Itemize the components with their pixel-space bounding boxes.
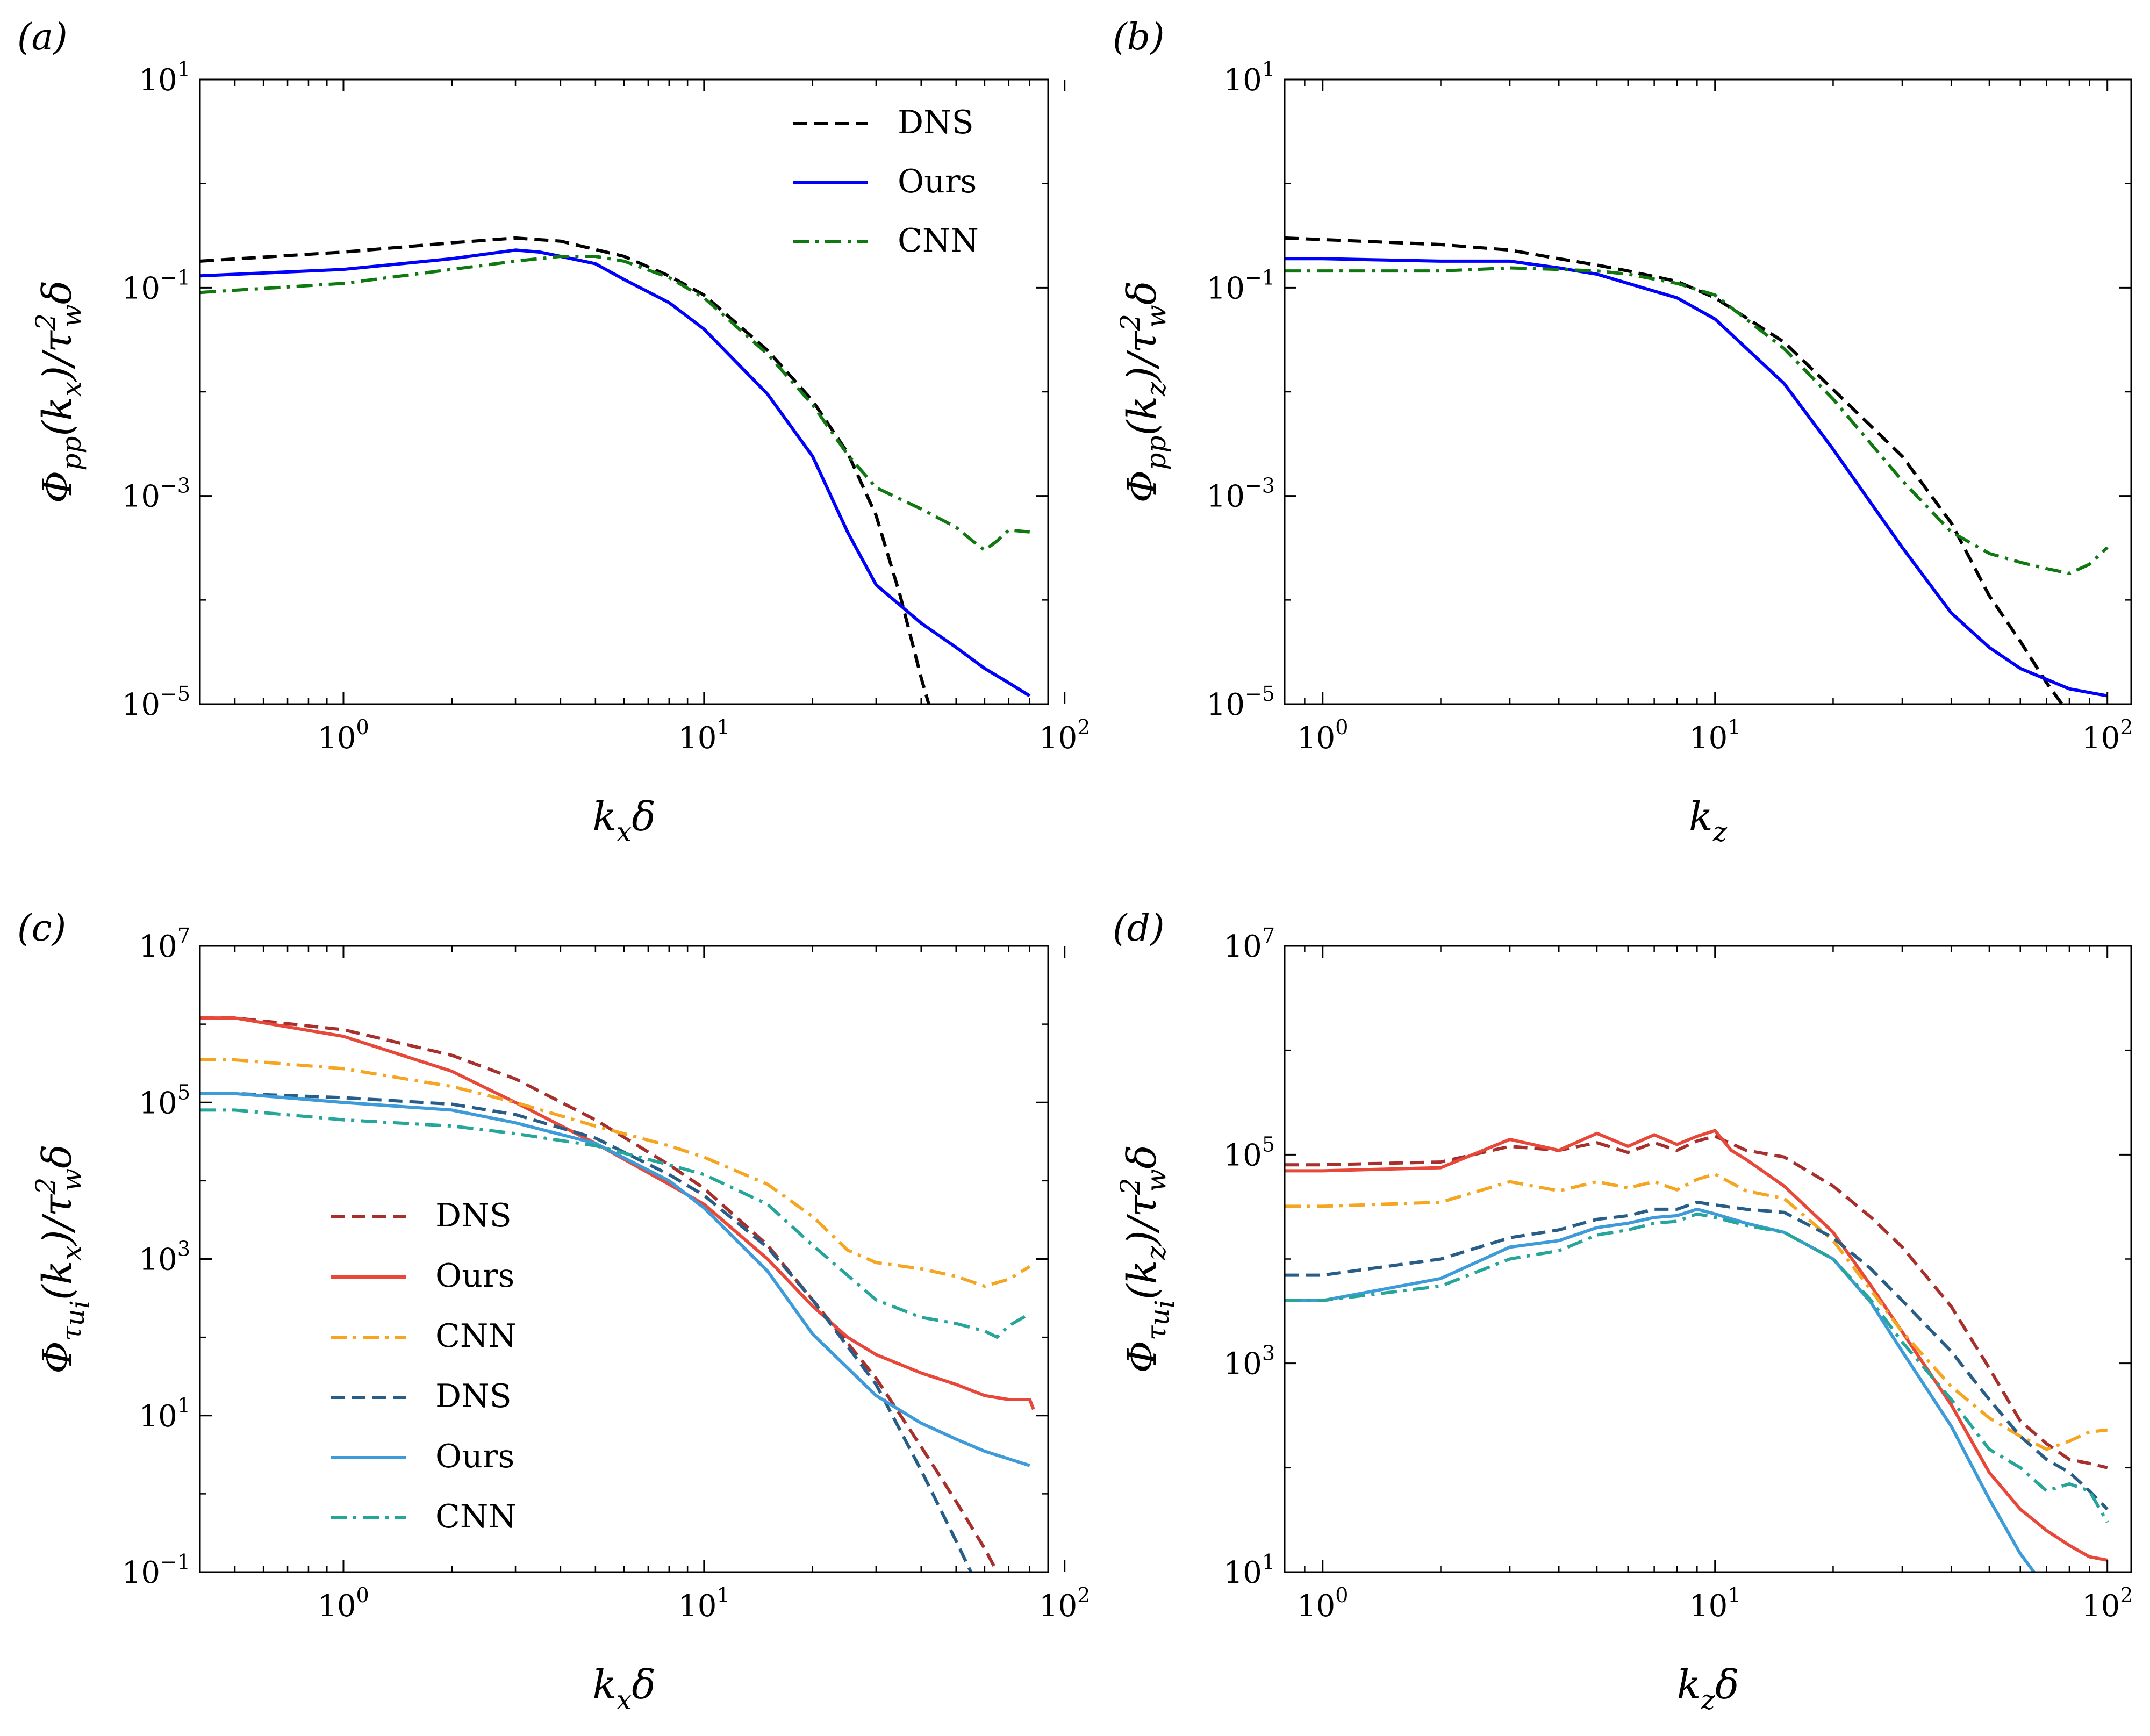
x-tick-label: 100 [1297, 1583, 1348, 1624]
y-tick-label: 10−1 [122, 266, 190, 306]
legend-label: DNS [435, 1197, 512, 1235]
series-line-dns-0 [200, 236, 930, 704]
x-tick-label: 101 [678, 1583, 729, 1624]
x-tick-label: 102 [1039, 715, 1090, 756]
x-axis-label: kxδ [592, 794, 656, 848]
x-tick-label: 102 [2082, 1583, 2133, 1624]
x-tick-label: 102 [2082, 715, 2133, 756]
axes-frame [1284, 945, 2132, 1573]
y-axis-label: Φpp(kx)/τ2wδ [30, 281, 87, 504]
y-tick-label: 101 [139, 58, 190, 98]
plot-area [1285, 236, 2109, 704]
series-line-cnn-2 [200, 255, 1030, 552]
series-line-cnn-5 [200, 1108, 1031, 1339]
series-line-cnn-5 [1285, 1212, 2109, 1523]
legend-label: DNS [898, 104, 974, 141]
y-tick-label: 10−3 [1207, 474, 1275, 514]
y-tick-label: 10−1 [122, 1550, 190, 1590]
panel-c: 100 101 102 10−1 101 103 105 107 (c) kxδ Φτui(kx)/… [17, 907, 1090, 1716]
series-line-dns-0 [1285, 1135, 2108, 1469]
y-tick-label: 103 [1224, 1342, 1275, 1382]
x-tick-label: 100 [318, 715, 369, 756]
legend-label: CNN [435, 1317, 517, 1355]
y-tick-label: 105 [1224, 1132, 1275, 1173]
y-tick-label: 103 [139, 1237, 190, 1278]
x-tick-label: 101 [1689, 1583, 1740, 1624]
panel-d: 100 101 102 101 103 105 107 (d) kzδ Φτui(kz)/τ2wδ [1113, 907, 2133, 1716]
y-tick-label: 10−5 [122, 682, 190, 722]
axes-frame [199, 945, 1049, 1573]
x-tick-label: 101 [1689, 715, 1740, 756]
y-tick-label: 10−3 [122, 474, 190, 514]
series-line-ours-1 [1285, 1129, 2108, 1562]
axes-frame [1284, 78, 2132, 705]
series-line-cnn-2 [1285, 266, 2109, 575]
series-line-ours-4 [200, 1092, 1030, 1467]
y-axis-label: Φpp(kz)/τ2wδ [1115, 281, 1172, 503]
x-axis-label: kz [1689, 794, 1728, 848]
panel-label: (b) [1113, 16, 1165, 59]
y-tick-label: 105 [139, 1080, 190, 1121]
series-line-ours-1 [1285, 257, 2108, 698]
series-line-cnn-2 [1285, 1172, 2108, 1451]
y-tick-label: 101 [139, 1394, 190, 1434]
series-line-ours-1 [200, 248, 1031, 698]
panel-label: (d) [1113, 907, 1165, 950]
series-line-ours-4 [1285, 1207, 2036, 1572]
plot-area [1285, 1129, 2109, 1572]
series-line-dns-0 [1285, 236, 2065, 704]
legend: DNS Ours CNN DNS Ours CNN [331, 1197, 517, 1536]
legend: DNS Ours CNN [793, 104, 979, 260]
x-tick-label: 102 [1039, 1583, 1090, 1624]
legend-label: CNN [435, 1498, 517, 1536]
series-line-dns-3 [1285, 1200, 2109, 1511]
y-tick-label: 107 [1224, 924, 1275, 964]
x-tick-label: 100 [1297, 715, 1348, 756]
y-tick-label: 101 [1224, 1550, 1275, 1590]
y-axis-label: Φτui(kz)/τ2wδ [1115, 1145, 1180, 1373]
series-line-dns-0 [200, 1016, 999, 1572]
legend-label: CNN [898, 222, 979, 260]
x-tick-label: 100 [318, 1583, 369, 1624]
y-tick-label: 107 [139, 924, 190, 964]
x-axis-label: kzδ [1677, 1662, 1739, 1716]
series-line-dns-3 [200, 1092, 973, 1572]
panel-label: (a) [17, 16, 68, 59]
y-tick-label: 10−1 [1207, 266, 1275, 306]
legend-label: Ours [435, 1257, 514, 1295]
y-tick-label: 10−5 [1207, 682, 1275, 722]
plot-area [200, 1016, 1035, 1572]
x-axis-label: kxδ [592, 1662, 656, 1716]
legend-label: Ours [898, 163, 977, 200]
series-line-cnn-2 [200, 1058, 1031, 1288]
legend-label: Ours [435, 1438, 514, 1475]
x-tick-label: 101 [678, 715, 729, 756]
panel-label: (c) [17, 907, 66, 950]
y-tick-label: 101 [1224, 58, 1275, 98]
plot-area [200, 236, 1031, 704]
panel-b: 100 101 102 10−5 10−3 10−1 101 (b) kz Φpp(kz)/τ2w… [1113, 16, 2133, 848]
series-line-ours-1 [200, 1016, 1035, 1410]
y-axis-label: Φτui(kx)/τ2wδ [30, 1144, 96, 1373]
panel-a: 100 101 102 10−5 10−3 10−1 101 (a) kxδ Φpp(kx)/τ2… [17, 16, 1090, 848]
legend-label: DNS [435, 1378, 512, 1415]
